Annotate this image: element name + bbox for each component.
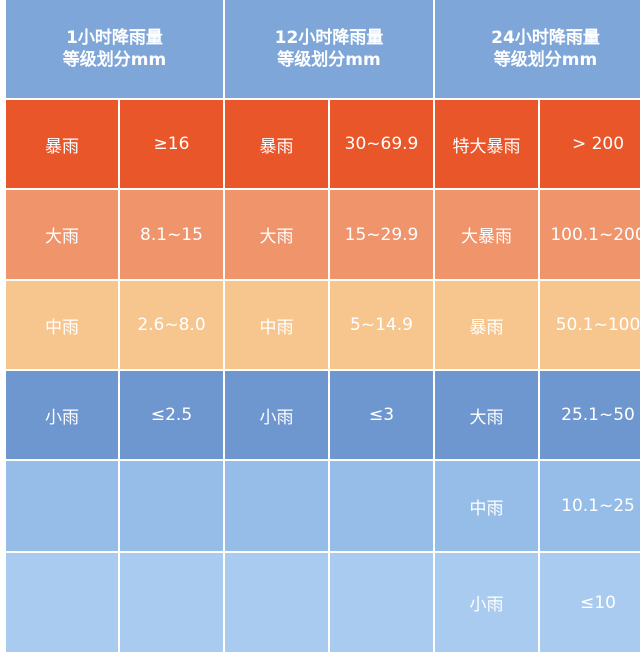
table-cell: 特大暴雨 [435,100,538,188]
header-12h: 12小时降雨量 等级划分mm [225,0,433,98]
table-cell: 100.1~200 [540,190,640,279]
table-cell: ≤2.5 [120,371,223,459]
table-cell [120,553,223,652]
header-1h-line1: 1小时降雨量 [66,28,163,48]
table-cell [225,553,328,652]
table-cell: 小雨 [225,371,328,459]
header-12h-line1: 12小时降雨量 [274,28,384,48]
table-cell [6,553,118,652]
header-1h-line2: 等级划分mm [62,50,167,70]
table-cell [330,553,433,652]
table-cell [330,461,433,551]
table-cell: 25.1~50 [540,371,640,459]
table-cell: 50.1~100 [540,281,640,369]
table-cell: 8.1~15 [120,190,223,279]
table-cell: 15~29.9 [330,190,433,279]
table-cell: 2.6~8.0 [120,281,223,369]
table-cell: 小雨 [6,371,118,459]
header-24h-line2: 等级划分mm [493,50,598,70]
table-cell: 大雨 [6,190,118,279]
header-1h: 1小时降雨量 等级划分mm [6,0,223,98]
table-cell: 大雨 [225,190,328,279]
table-cell: 中雨 [6,281,118,369]
table-cell: 暴雨 [225,100,328,188]
table-cell: 5~14.9 [330,281,433,369]
table-cell: 小雨 [435,553,538,652]
table-cell [6,461,118,551]
table-cell: ≥16 [120,100,223,188]
table-cell: 暴雨 [435,281,538,369]
table-cell: 10.1~25 [540,461,640,551]
header-12h-line2: 等级划分mm [277,50,381,70]
table-cell [120,461,223,551]
table-cell: 大暴雨 [435,190,538,279]
table-cell: ≤3 [330,371,433,459]
header-24h-line1: 24小时降雨量 [491,28,600,48]
table-cell [225,461,328,551]
table-cell: 30~69.9 [330,100,433,188]
table-cell: 中雨 [225,281,328,369]
table-cell: 暴雨 [6,100,118,188]
table-cell: 中雨 [435,461,538,551]
table-cell: ≤10 [540,553,640,652]
header-24h: 24小时降雨量 等级划分mm [435,0,640,98]
table-cell: > 200 [540,100,640,188]
table-cell: 大雨 [435,371,538,459]
